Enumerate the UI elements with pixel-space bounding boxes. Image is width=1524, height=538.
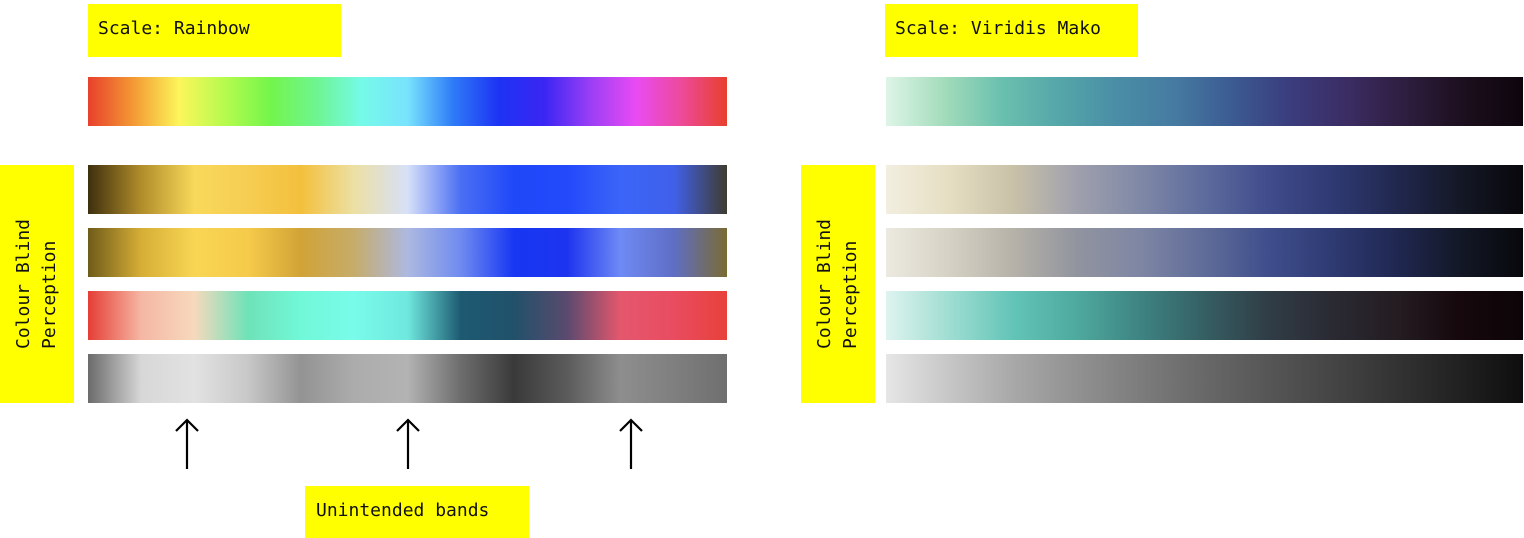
rainbow-deuteranopia-bar [88, 165, 727, 214]
mako-tritanopia-bar [886, 291, 1523, 340]
up-arrow-icon [393, 418, 423, 470]
side-label-text: Colour Blind Perception [11, 219, 63, 349]
side-label-line-2: Perception [39, 240, 60, 350]
rainbow-main-bar [88, 77, 727, 126]
unintended-bands-label: Unintended bands [305, 486, 529, 538]
side-label-line-1: Colour Blind [814, 218, 835, 350]
scale-label-rainbow: Scale: Rainbow [88, 4, 341, 57]
mako-achromatopsia-bar [886, 354, 1523, 403]
scale-label-mako: Scale: Viridis Mako [885, 4, 1138, 57]
rainbow-achromatopsia-bar [88, 354, 727, 403]
rainbow-protanopia-bar [88, 228, 727, 277]
colour-blind-label-left: Colour Blind Perception [0, 165, 74, 403]
up-arrow-icon [616, 418, 646, 470]
colour-blind-label-right: Colour Blind Perception [801, 165, 875, 403]
mako-deuteranopia-bar [886, 165, 1523, 214]
side-label-line-1: Colour Blind [13, 218, 34, 350]
side-label-line-2: Perception [840, 240, 861, 350]
rainbow-tritanopia-bar [88, 291, 727, 340]
up-arrow-icon [172, 418, 202, 470]
mako-protanopia-bar [886, 228, 1523, 277]
mako-main-bar [886, 77, 1523, 126]
side-label-text: Colour Blind Perception [812, 219, 864, 349]
